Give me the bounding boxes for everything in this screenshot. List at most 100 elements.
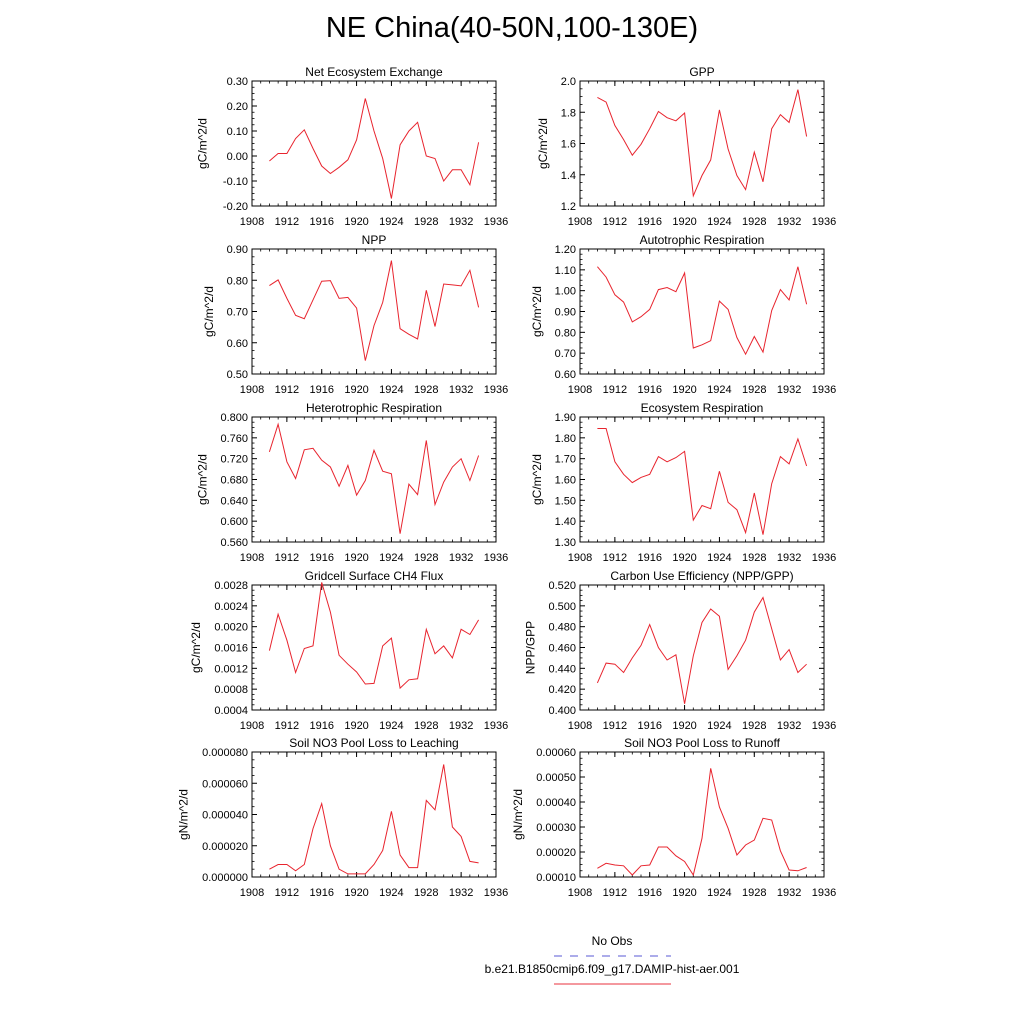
y-tick-label: 0.00060 (536, 747, 576, 759)
y-tick-label: 0.500 (548, 601, 576, 613)
y-tick-label: 1.80 (555, 433, 576, 445)
chart-panel-5: Heterotrophic Respiration 1908 1912 1916 192… (196, 401, 509, 564)
x-tick-label: 1932 (449, 216, 473, 228)
y-axis-label: gN/m^2/d (177, 789, 191, 840)
series-line (597, 266, 808, 356)
panel-title: Autotrophic Respiration (640, 233, 765, 247)
x-tick-label: 1908 (240, 552, 264, 564)
y-tick-label: 0.00020 (536, 847, 576, 859)
x-tick-label: 1916 (309, 552, 333, 564)
x-tick-label: 1928 (414, 384, 438, 396)
x-tick-label: 1932 (777, 887, 801, 899)
x-tick-label: 1932 (777, 384, 801, 396)
panel-title: Soil NO3 Pool Loss to Runoff (624, 736, 781, 750)
x-tick-label: 1928 (414, 216, 438, 228)
x-tick-label: 1916 (309, 887, 333, 899)
x-tick-label: 1920 (344, 384, 368, 396)
y-tick-label: 0.00010 (536, 872, 576, 884)
x-tick-label: 1920 (672, 887, 696, 899)
plot-frame (251, 751, 497, 878)
y-tick-label: 1.20 (555, 244, 576, 256)
y-tick-label: 0.00040 (536, 797, 576, 809)
y-tick-label: 0.000040 (202, 810, 248, 822)
y-tick-label: 0.720 (220, 454, 248, 466)
y-tick-label: 0.560 (220, 537, 248, 549)
series-line (269, 260, 480, 361)
x-tick-label: 1924 (707, 552, 731, 564)
legend-label: b.e21.B1850cmip6.f09_g17.DAMIP-hist-aer.… (485, 962, 740, 976)
y-tick-label: 1.70 (555, 454, 576, 466)
y-tick-label: 0.80 (555, 327, 576, 339)
y-tick-label: 1.4 (561, 170, 576, 182)
panel-title: Soil NO3 Pool Loss to Leaching (289, 736, 458, 750)
x-tick-label: 1932 (449, 887, 473, 899)
x-tick-label: 1920 (672, 720, 696, 732)
y-tick-label: 0.10 (227, 126, 248, 138)
x-tick-label: 1912 (275, 384, 299, 396)
y-tick-label: 0.000060 (202, 778, 248, 790)
y-axis-label: gC/m^2/d (196, 454, 210, 505)
y-tick-label: 0.440 (548, 663, 576, 675)
x-tick-label: 1908 (240, 384, 264, 396)
y-tick-label: 1.2 (561, 201, 576, 213)
x-tick-label: 1932 (777, 216, 801, 228)
x-tick-label: 1912 (603, 552, 627, 564)
x-tick-label: 1936 (812, 887, 836, 899)
plot-frame (251, 416, 497, 543)
y-tick-label: 1.50 (555, 495, 576, 507)
series-line (269, 764, 479, 875)
y-tick-label: 0.20 (227, 101, 248, 113)
y-tick-label: 0.30 (227, 76, 248, 88)
x-tick-label: 1908 (568, 384, 592, 396)
y-tick-label: 1.8 (561, 107, 576, 119)
x-tick-label: 1928 (414, 552, 438, 564)
x-tick-label: 1928 (414, 720, 438, 732)
y-tick-label: 0.760 (220, 433, 248, 445)
y-tick-label: 0.60 (555, 369, 576, 381)
y-tick-label: 0.640 (220, 495, 248, 507)
y-tick-label: 0.520 (548, 580, 576, 592)
y-tick-label: 0.70 (555, 348, 576, 360)
series-line (597, 768, 807, 877)
x-tick-label: 1932 (777, 720, 801, 732)
x-tick-label: 1908 (568, 552, 592, 564)
plot-frame (579, 584, 825, 711)
x-tick-label: 1908 (240, 216, 264, 228)
y-tick-label: 0.600 (220, 516, 248, 528)
series-line (268, 582, 480, 690)
legend: No Obs b.e21.B1850cmip6.f09_g17.DAMIP-his… (485, 934, 740, 985)
plot-frame (579, 751, 825, 878)
x-tick-label: 1920 (672, 552, 696, 564)
y-axis-label: gC/m^2/d (530, 454, 544, 505)
plot-frame (579, 248, 825, 375)
x-tick-label: 1924 (707, 887, 731, 899)
x-tick-label: 1916 (637, 216, 661, 228)
y-tick-label: 0.00 (227, 151, 248, 163)
x-tick-label: 1912 (603, 216, 627, 228)
x-tick-label: 1928 (414, 887, 438, 899)
series-line (597, 428, 808, 535)
x-tick-label: 1908 (568, 216, 592, 228)
x-tick-label: 1924 (379, 552, 403, 564)
legend-label: No Obs (592, 934, 633, 948)
y-tick-label: 0.0020 (214, 622, 248, 634)
x-tick-label: 1920 (672, 216, 696, 228)
x-tick-label: 1912 (275, 552, 299, 564)
y-tick-label: 0.000080 (202, 747, 248, 759)
series-line (597, 89, 808, 198)
x-tick-label: 1932 (449, 720, 473, 732)
y-tick-label: 0.680 (220, 475, 248, 487)
y-axis-label: gC/m^2/d (189, 622, 203, 673)
x-tick-label: 1936 (484, 552, 508, 564)
x-tick-label: 1916 (637, 887, 661, 899)
plot-frame (579, 80, 825, 207)
y-tick-label: 0.0028 (214, 580, 248, 592)
y-tick-label: 0.50 (227, 369, 248, 381)
y-tick-label: 0.480 (548, 622, 576, 634)
chart-panel-7: Gridcell Surface CH4 Flux 1908 1912 1916 192… (189, 569, 508, 732)
x-tick-label: 1928 (742, 720, 766, 732)
x-tick-label: 1908 (240, 887, 264, 899)
x-tick-label: 1924 (379, 216, 403, 228)
x-tick-label: 1912 (603, 887, 627, 899)
x-tick-label: 1912 (603, 384, 627, 396)
